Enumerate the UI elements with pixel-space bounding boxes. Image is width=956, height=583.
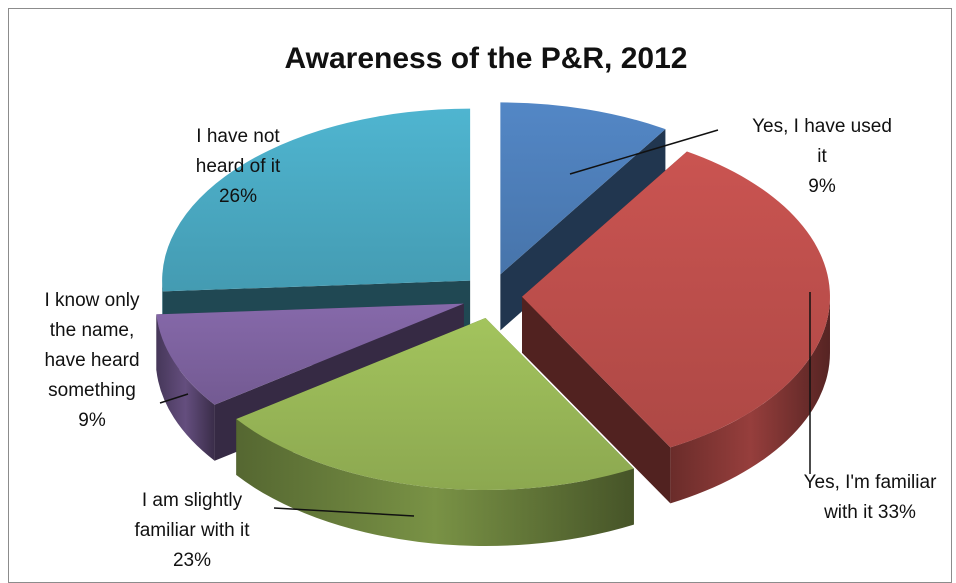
slice-label-1-line-2: it: [817, 146, 827, 167]
slice-label-4-line-4: something: [48, 380, 136, 401]
slice-label-4-line-1: I know only: [44, 290, 140, 311]
slice-label-4-line-3: have heard: [44, 350, 139, 371]
slice-label-3-line-1: I am slightly: [142, 490, 243, 511]
slice-3: [236, 317, 634, 546]
slice-label-4: I know only the name, have heard something 9…: [44, 290, 140, 431]
leader-line-3: [273, 507, 415, 517]
slice-label-3-line-2: familiar with it: [134, 520, 250, 541]
slice-1-top: [500, 102, 666, 275]
slice-2-rim: [670, 296, 830, 504]
slice-5-top: [162, 108, 471, 292]
slice-label-4-line-2: the name,: [50, 320, 135, 341]
slice-4-rim: [156, 314, 215, 461]
slices-layer: [156, 102, 830, 546]
slice-label-1-line-1: Yes, I have used: [752, 116, 892, 137]
slice-label-5-line-2: heard of it: [196, 156, 281, 177]
slice-label-5: I have not heard of it 26%: [196, 126, 281, 207]
slice-label-3: I am slightly familiar with it 23%: [134, 490, 250, 571]
leader-line-1: [569, 129, 719, 175]
slice-2-top: [521, 151, 830, 448]
slice-2: [521, 151, 830, 504]
slice-4-top: [156, 303, 464, 405]
slice-3-rim: [236, 419, 634, 546]
slice-3-top: [236, 317, 634, 490]
chart-title: Awareness of the P&R, 2012: [285, 42, 688, 75]
slice-label-2-line-2: with it 33%: [823, 502, 916, 523]
leader-lines: [159, 129, 811, 517]
slice-label-3-line-3: 23%: [173, 550, 211, 571]
slice-label-1: Yes, I have used it 9%: [752, 116, 892, 197]
slice-label-4-line-5: 9%: [78, 410, 106, 431]
slice-label-5-line-3: 26%: [219, 186, 257, 207]
slice-label-2: Yes, I'm familiar with it 33%: [804, 472, 937, 523]
slice-2-inner-face-2: [521, 296, 671, 504]
slice-label-2-line-1: Yes, I'm familiar: [804, 472, 937, 493]
slice-labels: Yes, I have used it 9% Yes, I'm familiar wit…: [44, 116, 937, 571]
slice-label-1-line-3: 9%: [808, 176, 836, 197]
slice-label-5-line-1: I have not: [196, 126, 280, 147]
leader-line-4: [159, 393, 189, 404]
